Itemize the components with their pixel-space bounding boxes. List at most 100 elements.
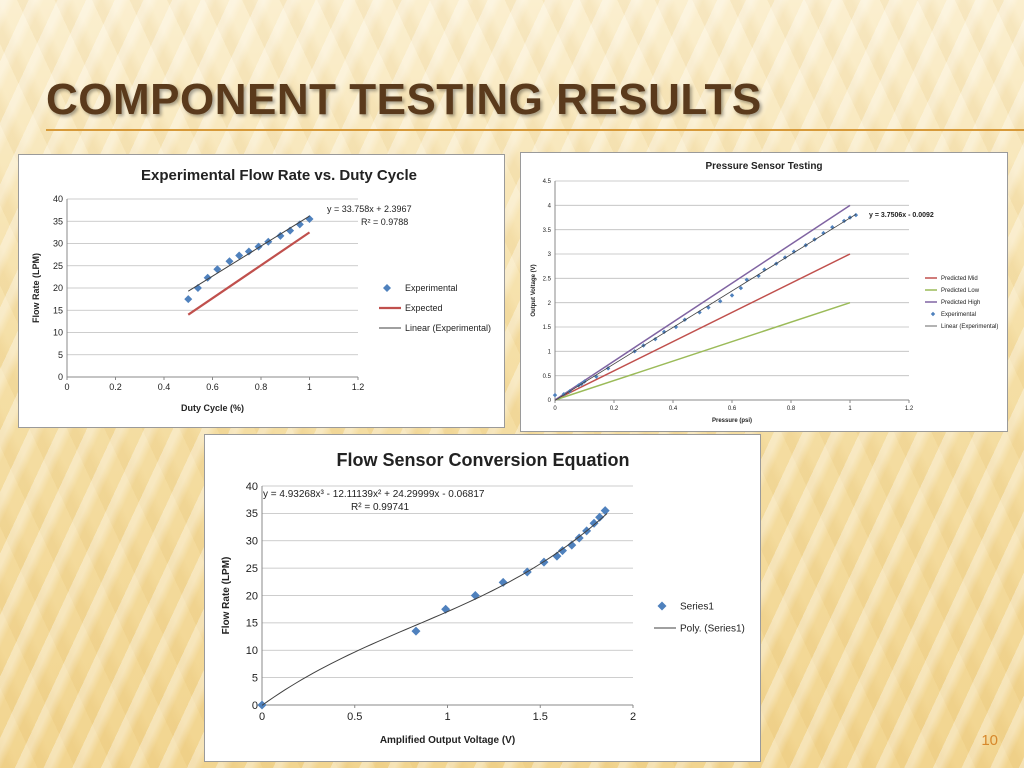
legend-marker <box>657 601 667 611</box>
trendline-equation: R² = 0.99741 <box>351 502 410 513</box>
y-tick-label: 0 <box>252 700 258 712</box>
chart-svg: Pressure Sensor Testing 0 0.5 1 1.5 2 2.5 3 3.5 4… <box>531 161 998 424</box>
chart-title: Flow Sensor Conversion Equation <box>336 450 629 470</box>
legend-label: Predicted High <box>941 300 980 306</box>
x-axis-label: Pressure (psi) <box>712 418 752 424</box>
chart-svg: Flow Sensor Conversion Equation 0 5 10 15 20 2… <box>221 450 745 746</box>
chart-title: Pressure Sensor Testing <box>705 161 822 172</box>
title-underline <box>46 129 1024 131</box>
pressure-sensor-testing-chart: Pressure Sensor Testing 0 0.5 1 1.5 2 2.5 3 3.5 4… <box>520 152 1008 432</box>
y-tick-label: 40 <box>53 194 63 204</box>
data-point <box>498 577 508 587</box>
y-tick-label: 3 <box>548 252 552 258</box>
x-tick-label: 0.8 <box>787 406 796 412</box>
data-point <box>558 546 568 556</box>
series-line <box>187 215 310 292</box>
y-tick-label: 10 <box>246 645 258 657</box>
data-point <box>744 277 749 282</box>
legend-label: Series1 <box>680 602 714 613</box>
legend-label: Poly. (Series1) <box>680 624 745 635</box>
y-tick-label: 15 <box>246 618 258 630</box>
y-tick-label: 0 <box>548 398 552 404</box>
x-tick-label: 0.8 <box>255 382 268 392</box>
x-tick-label: 1.2 <box>352 382 365 392</box>
y-axis-label: Output Voltage (V) <box>531 264 537 316</box>
y-tick-label: 10 <box>53 328 63 338</box>
flow-rate-vs-duty-cycle-chart: Experimental Flow Rate vs. Duty Cycle 0 5 1… <box>18 154 505 428</box>
legend-label: Linear (Experimental) <box>405 323 491 333</box>
x-tick-label: 0.6 <box>206 382 219 392</box>
y-tick-label: 5 <box>252 672 258 684</box>
y-tick-label: 4.5 <box>543 179 552 185</box>
data-point <box>295 220 304 229</box>
trendline-equation: R² = 0.9788 <box>361 217 408 227</box>
y-tick-label: 25 <box>53 261 63 271</box>
y-tick-label: 40 <box>246 481 258 493</box>
data-point <box>567 540 577 550</box>
y-tick-label: 3.5 <box>543 228 552 234</box>
data-point <box>213 265 222 274</box>
y-tick-label: 35 <box>53 216 63 226</box>
data-point <box>600 506 610 516</box>
data-point <box>738 285 744 291</box>
chart-svg: Experimental Flow Rate vs. Duty Cycle 0 5 1… <box>31 167 491 413</box>
x-tick-label: 1 <box>848 406 852 412</box>
data-point <box>552 551 562 561</box>
y-tick-label: 30 <box>246 536 258 548</box>
trendline-curve <box>261 513 608 706</box>
x-tick-label: 0.4 <box>669 406 678 412</box>
x-tick-label: 1 <box>307 382 312 392</box>
data-point <box>184 295 193 304</box>
data-point <box>411 626 421 636</box>
data-point <box>286 226 295 235</box>
legend-label: Predicted Mid <box>941 276 978 282</box>
series-line <box>554 301 851 401</box>
y-tick-label: 35 <box>246 508 258 520</box>
legend-label: Expected <box>405 303 443 313</box>
y-tick-label: 20 <box>246 590 258 602</box>
y-tick-label: 2.5 <box>543 276 552 282</box>
y-tick-label: 4 <box>548 203 552 209</box>
flow-sensor-conversion-chart: Flow Sensor Conversion Equation 0 5 10 15 20 2… <box>204 434 761 762</box>
y-tick-label: 30 <box>53 239 63 249</box>
y-axis-label: Flow Rate (LPM) <box>221 557 232 635</box>
series-line <box>187 231 311 316</box>
x-tick-label: 1 <box>444 711 450 723</box>
legend-label: Experimental <box>941 312 976 318</box>
x-tick-label: 0 <box>64 382 69 392</box>
x-tick-label: 0.2 <box>610 406 619 412</box>
data-point <box>441 604 451 614</box>
y-tick-label: 2 <box>548 301 552 307</box>
data-point <box>729 293 735 298</box>
data-point <box>595 512 605 522</box>
x-axis-label: Duty Cycle (%) <box>181 403 244 413</box>
series-line <box>554 253 851 401</box>
data-point <box>552 392 558 398</box>
x-tick-label: 0.2 <box>109 382 122 392</box>
page-number: 10 <box>981 732 998 749</box>
x-tick-label: 1.5 <box>533 711 548 723</box>
data-point <box>203 273 212 282</box>
y-axis-label: Flow Rate (LPM) <box>31 253 41 323</box>
y-tick-label: 25 <box>246 563 258 575</box>
x-tick-label: 0.4 <box>158 382 171 392</box>
x-tick-label: 0 <box>553 406 557 412</box>
legend-marker <box>930 311 936 317</box>
trendline-equation: y = 3.7506x - 0.0092 <box>869 212 934 219</box>
trendline-equation: y = 4.93268x³ - 12.11139x² + 24.29999x -… <box>263 489 485 500</box>
legend-label: Predicted Low <box>941 288 980 294</box>
y-tick-label: 5 <box>58 350 63 360</box>
data-point <box>574 533 584 543</box>
series-line <box>554 204 851 401</box>
trendline-equation: y = 33.758x + 2.3967 <box>327 204 412 214</box>
y-tick-label: 20 <box>53 283 63 293</box>
y-tick-label: 15 <box>53 305 63 315</box>
x-axis-label: Amplified Output Voltage (V) <box>380 735 515 746</box>
slide-title: COMPONENT TESTING RESULTS <box>46 75 762 124</box>
x-tick-label: 1.2 <box>905 406 914 412</box>
data-point <box>244 247 253 256</box>
data-point <box>225 257 234 266</box>
data-point <box>305 215 314 224</box>
x-tick-label: 2 <box>630 711 636 723</box>
x-tick-label: 0.6 <box>728 406 737 412</box>
